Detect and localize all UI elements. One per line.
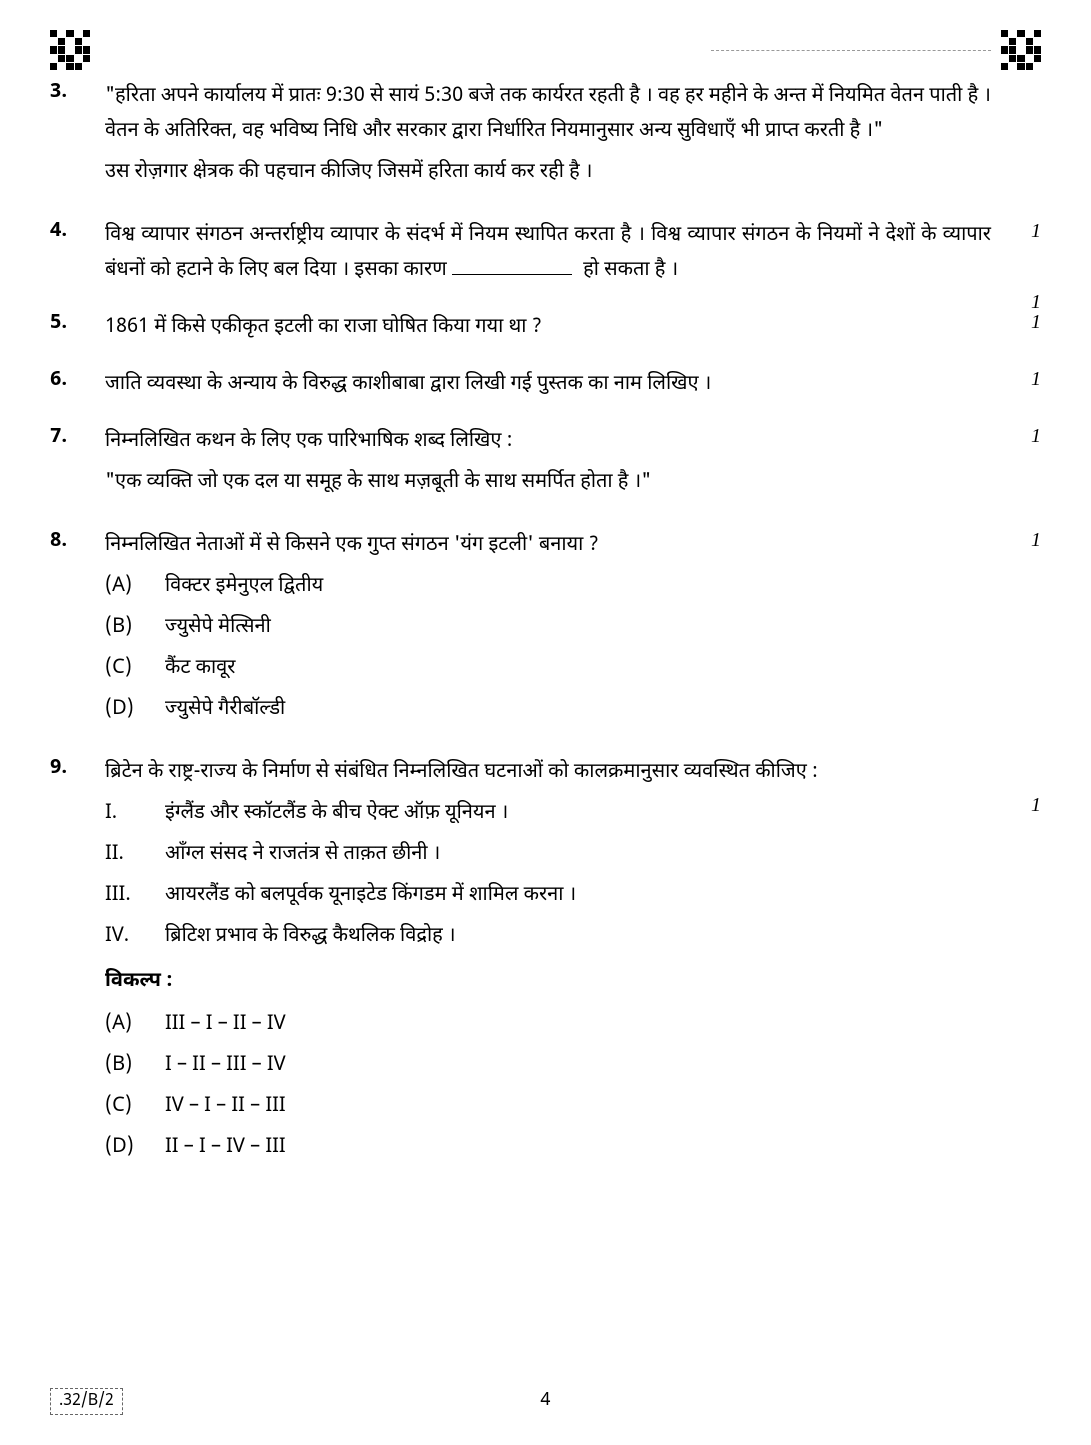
marks: 1 <box>1031 368 1041 391</box>
question-number: 7. <box>50 425 105 507</box>
option-text: II – I – IV – III <box>165 1131 991 1166</box>
options-list: (A) III – I – II – IV (B) I – II – III –… <box>105 1008 991 1166</box>
question-text: "एक व्यक्ति जो एक दल या समूह के साथ मज़ब… <box>105 466 991 501</box>
question-text: उस रोज़गार क्षेत्रक की पहचान कीजिए जिसमे… <box>105 156 991 191</box>
option-text: III – I – II – IV <box>165 1008 991 1043</box>
option-d: (D) II – I – IV – III <box>105 1131 991 1166</box>
option-label: (B) <box>105 1049 165 1084</box>
statement-text: इंग्लैंड और स्कॉटलैंड के बीच ऐक्ट ऑफ़ यू… <box>165 797 991 832</box>
option-label: (C) <box>105 652 165 687</box>
question-7: 7. निम्नलिखित कथन के लिए एक पारिभाषिक शब… <box>50 425 1041 507</box>
option-c: (C) IV – I – II – III <box>105 1090 991 1125</box>
statement-label: III. <box>105 879 165 914</box>
option-label: (B) <box>105 611 165 646</box>
option-text: I – II – III – IV <box>165 1049 991 1084</box>
qr-code-top-left <box>50 30 90 70</box>
question-text: हो सकता है । <box>578 258 678 284</box>
option-a: (A) III – I – II – IV <box>105 1008 991 1043</box>
statement-label: II. <box>105 838 165 873</box>
statements-list: I. इंग्लैंड और स्कॉटलैंड के बीच ऐक्ट ऑफ़… <box>105 797 991 955</box>
qr-code-top-right <box>1001 30 1041 70</box>
question-text: "हरिता अपने कार्यालय में प्रातः 9:30 से … <box>105 80 991 150</box>
option-label: (D) <box>105 1131 165 1166</box>
question-body: विश्व व्यापार संगठन अन्तर्राष्ट्रीय व्या… <box>105 219 1041 289</box>
question-text: निम्नलिखित नेताओं में से किसने एक गुप्त … <box>105 529 991 564</box>
question-body: निम्नलिखित नेताओं में से किसने एक गुप्त … <box>105 529 1041 734</box>
statement-i: I. इंग्लैंड और स्कॉटलैंड के बीच ऐक्ट ऑफ़… <box>105 797 991 832</box>
question-number: 5. <box>50 311 105 346</box>
question-text: ब्रिटेन के राष्ट्र-राज्य के निर्माण से स… <box>105 756 991 791</box>
question-9: 9. ब्रिटेन के राष्ट्र-राज्य के निर्माण स… <box>50 756 1041 1172</box>
options-heading: विकल्प : <box>105 965 991 1000</box>
question-text: निम्नलिखित कथन के लिए एक पारिभाषिक शब्द … <box>105 425 991 460</box>
question-text: 1861 में किसे एकीकृत इटली का राजा घोषित … <box>105 315 542 341</box>
statement-text: आँग्ल संसद ने राजतंत्र से ताक़त छीनी । <box>165 838 991 873</box>
question-body: ब्रिटेन के राष्ट्र-राज्य के निर्माण से स… <box>105 756 1041 1172</box>
question-number: 8. <box>50 529 105 734</box>
question-body: निम्नलिखित कथन के लिए एक पारिभाषिक शब्द … <box>105 425 1041 507</box>
option-text: कैंट कावूर <box>165 652 991 687</box>
question-number: 6. <box>50 368 105 403</box>
question-6: 6. जाति व्यवस्था के अन्याय के विरुद्ध का… <box>50 368 1041 403</box>
footer-page-number: 4 <box>541 1390 551 1413</box>
question-3: 3. "हरिता अपने कार्यालय में प्रातः 9:30 … <box>50 80 1041 197</box>
question-body: जाति व्यवस्था के अन्याय के विरुद्ध काशीब… <box>105 368 1041 403</box>
option-text: ज्युसेपे मेत्सिनी <box>165 611 991 646</box>
marks: 1 <box>1031 529 1041 552</box>
statement-ii: II. आँग्ल संसद ने राजतंत्र से ताक़त छीनी… <box>105 838 991 873</box>
statement-text: आयरलैंड को बलपूर्वक यूनाइटेड किंगडम में … <box>165 879 991 914</box>
question-number: 3. <box>50 80 105 197</box>
question-5: 5. 1861 में किसे एकीकृत इटली का राजा घोष… <box>50 311 1041 346</box>
option-b: (B) ज्युसेपे मेत्सिनी <box>105 611 991 646</box>
option-text: विक्टर इमेनुएल द्वितीय <box>165 570 991 605</box>
option-label: (C) <box>105 1090 165 1125</box>
question-body: "हरिता अपने कार्यालय में प्रातः 9:30 से … <box>105 80 1041 197</box>
statement-label: I. <box>105 797 165 832</box>
question-4: 4. विश्व व्यापार संगठन अन्तर्राष्ट्रीय व… <box>50 219 1041 289</box>
option-label: (D) <box>105 693 165 728</box>
statement-text: ब्रिटिश प्रभाव के विरुद्ध कैथलिक विद्रोह… <box>165 920 991 955</box>
marks: 1 <box>1031 311 1041 334</box>
option-d: (D) ज्युसेपे गैरीबॉल्डी <box>105 693 991 728</box>
option-label: (A) <box>105 1008 165 1043</box>
question-number: 9. <box>50 756 105 1172</box>
question-8: 8. निम्नलिखित नेताओं में से किसने एक गुप… <box>50 529 1041 734</box>
option-c: (C) कैंट कावूर <box>105 652 991 687</box>
option-text: ज्युसेपे गैरीबॉल्डी <box>165 693 991 728</box>
footer-code: .32/B/2 <box>50 1388 123 1415</box>
content-area: 3. "हरिता अपने कार्यालय में प्रातः 9:30 … <box>50 80 1041 1172</box>
option-a: (A) विक्टर इमेनुएल द्वितीय <box>105 570 991 605</box>
header-dashed-line <box>711 50 991 51</box>
question-text: जाति व्यवस्था के अन्याय के विरुद्ध काशीब… <box>105 372 711 398</box>
marks: 1 <box>1031 425 1041 448</box>
option-b: (B) I – II – III – IV <box>105 1049 991 1084</box>
blank-fill-line <box>452 274 572 275</box>
options-list: (A) विक्टर इमेनुएल द्वितीय (B) ज्युसेपे … <box>105 570 991 728</box>
option-label: (A) <box>105 570 165 605</box>
statement-iv: IV. ब्रिटिश प्रभाव के विरुद्ध कैथलिक विद… <box>105 920 991 955</box>
statement-iii: III. आयरलैंड को बलपूर्वक यूनाइटेड किंगडम… <box>105 879 991 914</box>
option-text: IV – I – II – III <box>165 1090 991 1125</box>
question-number: 4. <box>50 219 105 289</box>
marks: 1 <box>1031 794 1041 817</box>
footer: .32/B/2 4 <box>50 1388 1041 1415</box>
statement-label: IV. <box>105 920 165 955</box>
question-body: 1861 में किसे एकीकृत इटली का राजा घोषित … <box>105 311 1041 346</box>
